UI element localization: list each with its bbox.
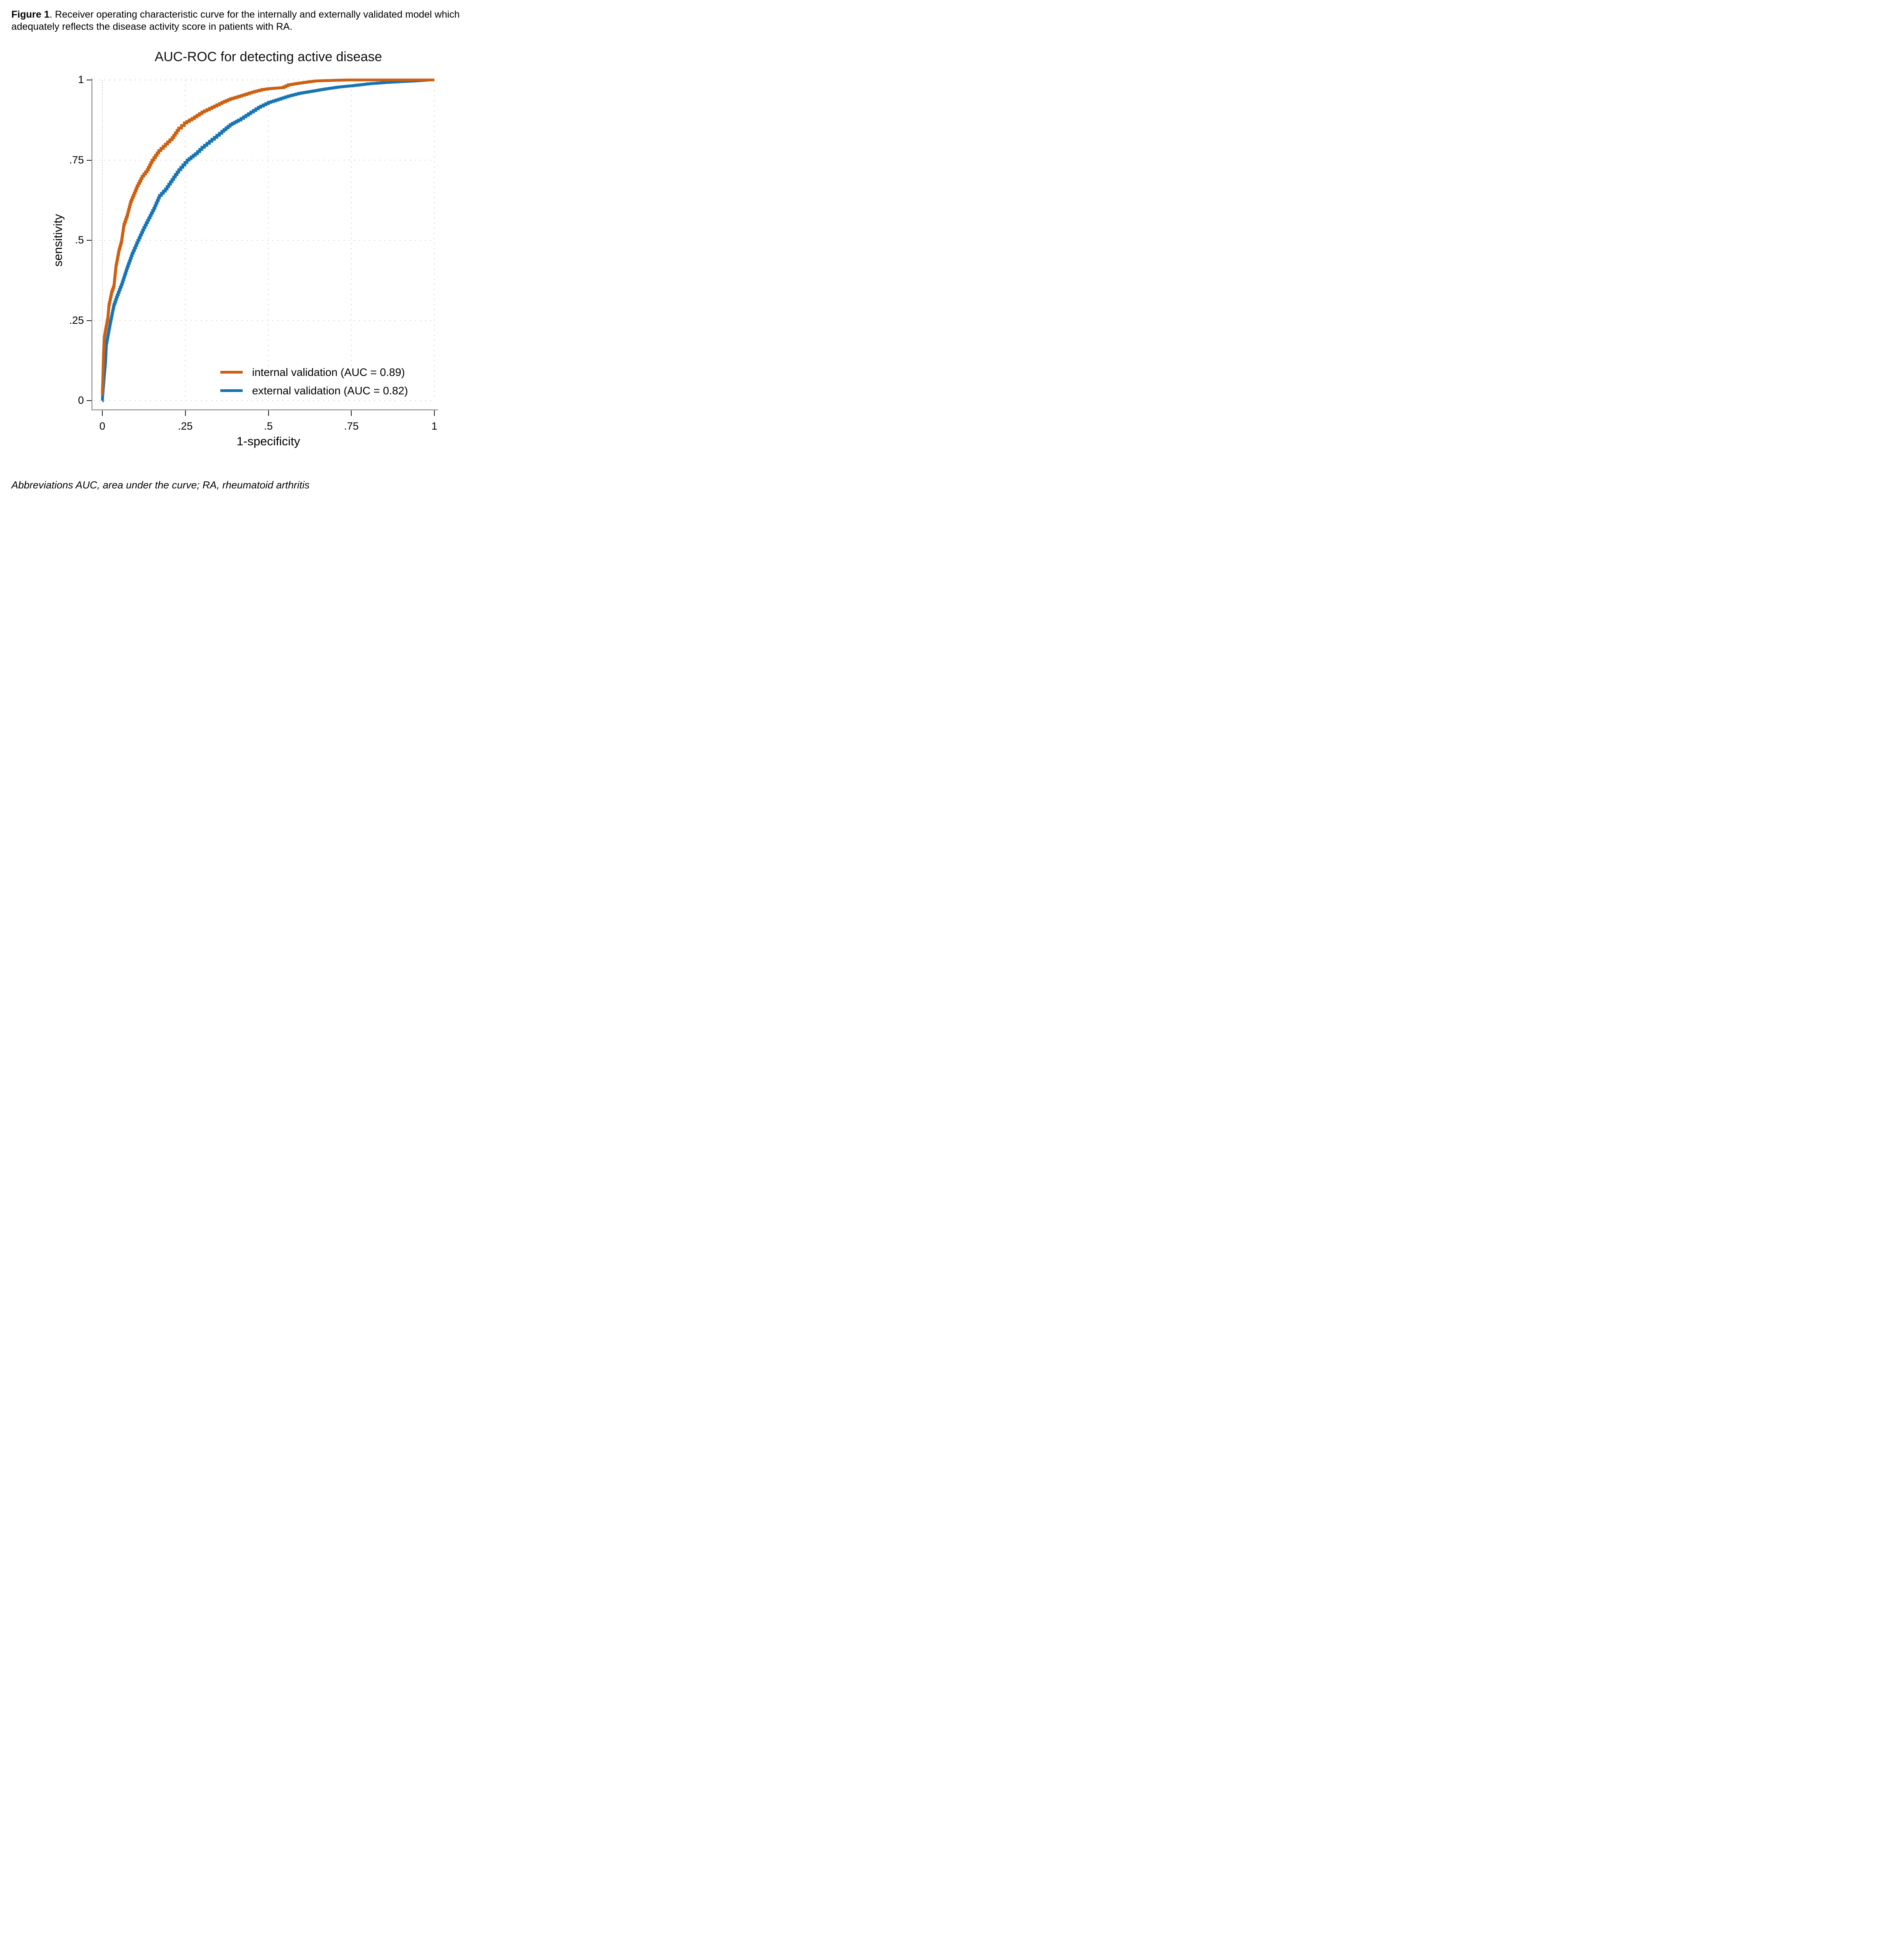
x-tick-mark	[185, 410, 186, 416]
y-axis-line	[91, 78, 93, 410]
legend-item: internal validation (AUC = 0.89)	[220, 363, 408, 381]
legend-item: external validation (AUC = 0.82)	[220, 381, 408, 400]
y-tick-label: .5	[75, 234, 84, 246]
figure-caption-text: . Receiver operating characteristic curv…	[11, 9, 460, 33]
chart-title: AUC-ROC for detecting active disease	[154, 49, 382, 64]
legend-label: internal validation (AUC = 0.89)	[252, 366, 405, 378]
figure-caption-number: Figure 1	[11, 9, 50, 20]
y-tick-label: 0	[78, 394, 84, 406]
y-tick-label: .75	[69, 154, 84, 166]
legend: internal validation (AUC = 0.89) external…	[220, 363, 408, 400]
gridlines	[94, 80, 435, 401]
figure-caption: Figure 1. Receiver operating characteris…	[11, 9, 462, 33]
legend-label: external validation (AUC = 0.82)	[252, 384, 408, 397]
x-tick-mark	[434, 410, 435, 416]
y-tick-mark	[87, 320, 92, 321]
x-tick-mark	[102, 410, 103, 416]
roc-curve-internal-validation	[101, 78, 434, 396]
x-tick-label: .5	[264, 420, 273, 432]
x-tick-mark	[268, 410, 269, 416]
x-tick-label: .25	[178, 420, 193, 432]
x-axis-line	[91, 409, 438, 410]
y-tick-label: .25	[69, 314, 84, 326]
legend-swatch-internal	[220, 371, 243, 374]
y-tick-mark	[87, 160, 92, 161]
y-tick-mark	[87, 400, 92, 401]
legend-swatch-external	[220, 389, 243, 392]
y-tick-label: 1	[78, 74, 84, 85]
roc-curves	[101, 78, 434, 402]
x-axis-title: 1-specificity	[236, 434, 300, 448]
x-tick-label: .75	[344, 420, 359, 432]
x-tick-label: 1	[431, 420, 438, 432]
figure-page: Figure 1. Receiver operating characteris…	[0, 0, 470, 499]
abbreviations-footnote: Abbreviations AUC, area under the curve;…	[11, 479, 310, 491]
roc-curve-external-validation	[101, 78, 434, 402]
x-tick-mark	[351, 410, 352, 416]
y-tick-mark	[87, 240, 92, 241]
roc-plot-area	[94, 78, 435, 402]
x-tick-label: 0	[99, 420, 105, 432]
